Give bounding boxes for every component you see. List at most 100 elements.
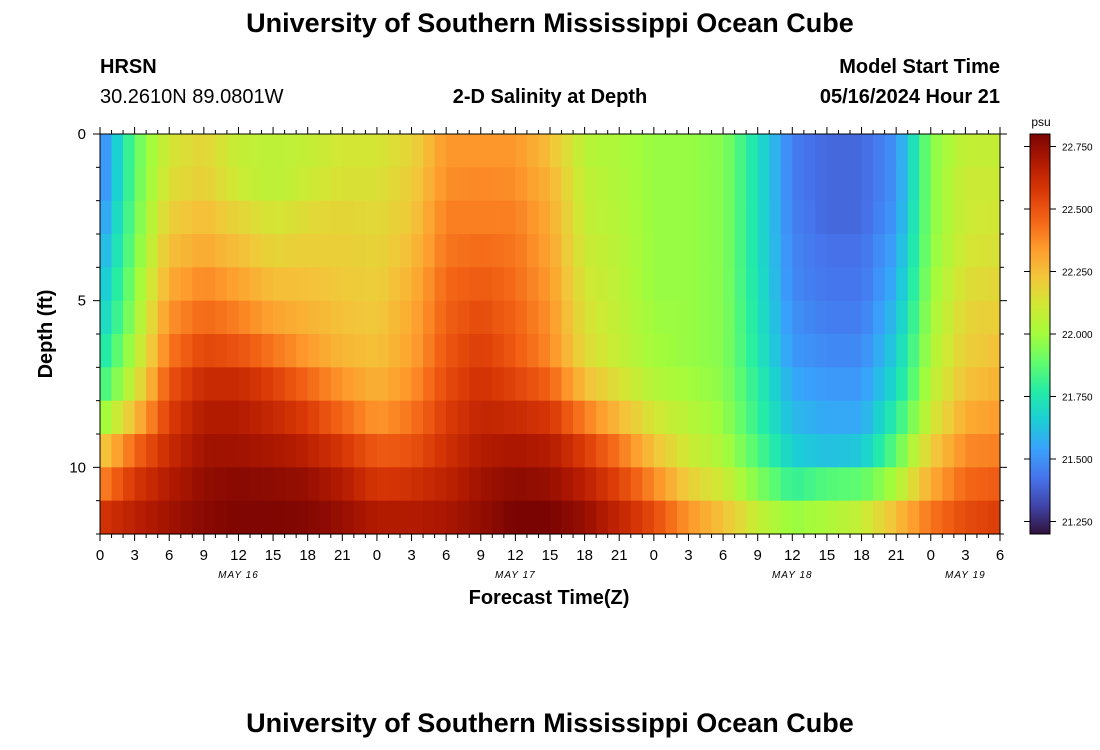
heatmap-cell	[192, 500, 205, 535]
heatmap-cell	[873, 367, 886, 402]
heatmap-cell	[976, 267, 990, 302]
heatmap-cell	[238, 300, 251, 335]
heatmap-cell	[192, 267, 205, 302]
heatmap-cell	[676, 500, 690, 535]
heatmap-cell	[653, 434, 666, 468]
heatmap-cell	[607, 400, 620, 435]
heatmap-cell	[284, 234, 297, 268]
heatmap-cell	[803, 367, 816, 402]
heatmap-cell	[446, 500, 459, 535]
x-tick-label: 3	[407, 547, 415, 564]
heatmap-cell	[769, 167, 782, 202]
heatmap-cell	[861, 267, 874, 302]
heatmap-cell	[480, 200, 493, 235]
heatmap-cell	[584, 267, 597, 302]
heatmap-cell	[123, 234, 136, 268]
heatmap-cell	[665, 400, 678, 435]
heatmap-cell	[573, 500, 586, 535]
heatmap-cell	[238, 400, 251, 435]
heatmap-cell	[515, 500, 528, 535]
heatmap-cell	[284, 400, 297, 435]
heatmap-cell	[780, 334, 793, 368]
heatmap-cell	[319, 500, 332, 535]
heatmap-cell	[376, 467, 390, 502]
heatmap-cell	[953, 400, 966, 435]
heatmap-cell	[123, 300, 136, 335]
heatmap-cell	[873, 334, 886, 368]
heatmap-cell	[700, 300, 713, 335]
heatmap-cell	[111, 300, 124, 335]
heatmap-cell	[757, 500, 770, 535]
heatmap-cell	[826, 400, 840, 435]
heatmap-cell	[653, 367, 666, 402]
colorbar-scale	[1029, 133, 1051, 535]
heatmap-cell	[792, 434, 805, 468]
heatmap-cell	[561, 500, 574, 535]
heatmap-cell	[665, 267, 678, 302]
heatmap-cell	[226, 467, 240, 502]
heatmap-cell	[953, 167, 966, 202]
heatmap-cell	[180, 167, 193, 202]
heatmap-cell	[584, 334, 597, 368]
heatmap-cell	[780, 367, 793, 402]
heatmap-cell	[146, 267, 159, 302]
heatmap-cell	[953, 367, 966, 402]
heatmap-cell	[815, 267, 828, 302]
heatmap-cell	[526, 367, 540, 402]
heatmap-cell	[123, 467, 136, 502]
heatmap-cell	[538, 467, 551, 502]
heatmap-cell	[342, 400, 355, 435]
heatmap-cell	[353, 367, 366, 402]
heatmap-cell	[757, 167, 770, 202]
heatmap-cell	[676, 334, 690, 368]
heatmap-cell	[192, 467, 205, 502]
heatmap-cell	[803, 300, 816, 335]
heatmap-cell	[642, 334, 655, 368]
heatmap-cell	[157, 400, 170, 435]
heatmap-cell	[965, 400, 978, 435]
x-tick-label: 3	[130, 547, 138, 564]
heatmap-cell	[469, 434, 482, 468]
heatmap-cell	[688, 367, 701, 402]
heatmap-cell	[330, 500, 343, 535]
heatmap-cell	[769, 267, 782, 302]
heatmap-cell	[180, 334, 193, 368]
heatmap-cell	[538, 500, 551, 535]
heatmap-cell	[711, 167, 724, 202]
heatmap-cell	[146, 400, 159, 435]
heatmap-cell	[307, 200, 320, 235]
heatmap-cell	[907, 400, 920, 435]
heatmap-cell	[596, 167, 609, 202]
heatmap-cell	[180, 267, 193, 302]
heatmap-cell	[469, 167, 482, 202]
heatmap-cell	[215, 367, 228, 402]
heatmap-cell	[146, 367, 159, 402]
heatmap-cell	[353, 400, 366, 435]
heatmap-cell	[146, 134, 159, 168]
heatmap-cell	[515, 134, 528, 168]
heatmap-cell	[100, 167, 113, 202]
heatmap-cell	[146, 234, 159, 268]
heatmap-cell	[792, 167, 805, 202]
heatmap-cell	[261, 234, 274, 268]
heatmap-cell	[226, 234, 240, 268]
heatmap-cell	[896, 467, 909, 502]
heatmap-cell	[653, 500, 666, 535]
heatmap-cell	[480, 300, 493, 335]
heatmap-cell	[538, 334, 551, 368]
heatmap-cell	[815, 167, 828, 202]
heatmap-cell	[815, 434, 828, 468]
x-tick-label: 0	[927, 547, 935, 564]
heatmap-cell	[434, 200, 447, 235]
x-date-label: MAY 16	[218, 570, 259, 581]
heatmap-cell	[457, 400, 470, 435]
heatmap-cell	[423, 434, 436, 468]
heatmap-cell	[238, 167, 251, 202]
heatmap-cell	[861, 467, 874, 502]
heatmap-cell	[653, 134, 666, 168]
heatmap-cell	[226, 300, 240, 335]
heatmap-cell	[376, 434, 390, 468]
heatmap-cell	[203, 200, 216, 235]
heatmap-cell	[250, 467, 263, 502]
